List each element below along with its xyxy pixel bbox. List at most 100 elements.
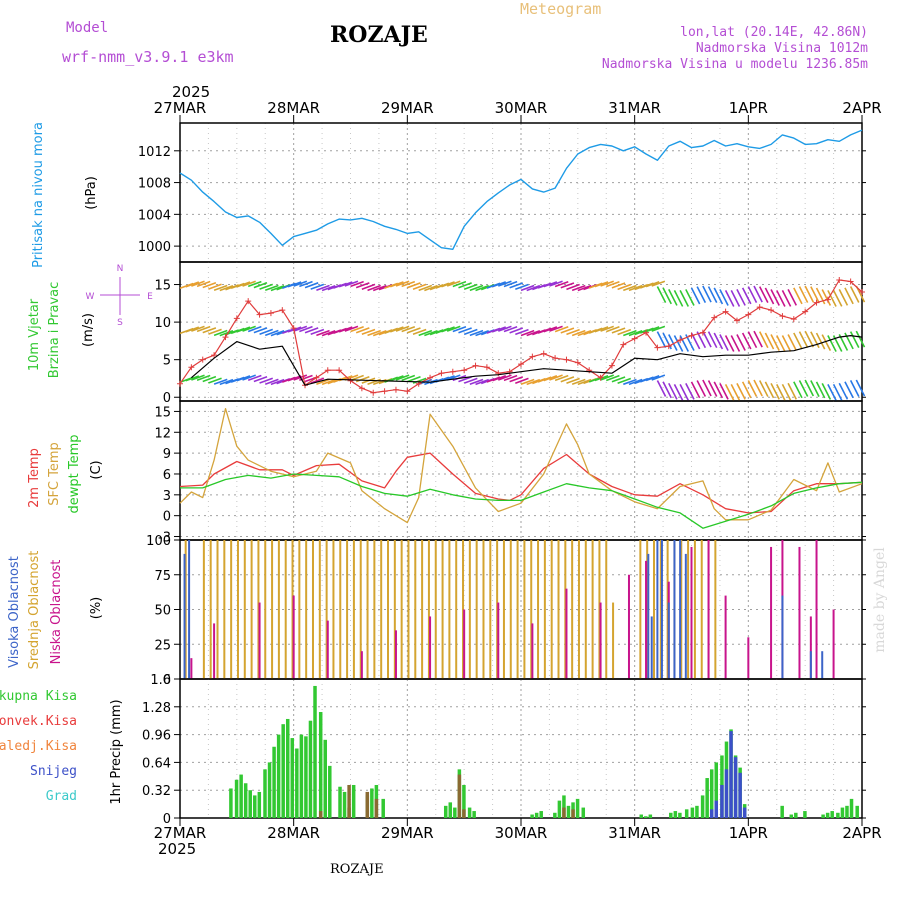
- precip-bar: [581, 807, 586, 818]
- precip-bar: [803, 811, 807, 818]
- precip-bar: [690, 807, 695, 818]
- wind-speed-marker: [608, 362, 615, 369]
- cloud-bar: [326, 620, 329, 679]
- sfc-temp-title: SFC Temp: [47, 442, 62, 506]
- footer-title: ROZAJE: [330, 862, 384, 877]
- cloud-bar: [693, 540, 696, 679]
- cloud-bar: [564, 540, 567, 679]
- wind-barb: [497, 325, 512, 332]
- wind-barb: [441, 281, 455, 288]
- precip-bar: [709, 809, 714, 818]
- precip-bar: [248, 790, 252, 818]
- cloud-bar: [543, 540, 546, 679]
- cloud-bar: [770, 546, 773, 679]
- wind-barb: [253, 327, 268, 334]
- wind-barb: [492, 326, 507, 333]
- wind-barb: [747, 286, 758, 303]
- wind-barb: [713, 332, 724, 350]
- wind-speed-marker: [358, 385, 365, 392]
- wind-speed-marker: [518, 361, 524, 368]
- wind-barb: [361, 328, 376, 336]
- wind-barb: [651, 325, 666, 332]
- wind-barb: [855, 379, 866, 397]
- wind-speed-marker: [370, 389, 377, 396]
- wind-barb: [577, 329, 592, 337]
- cloud-bar: [673, 540, 676, 679]
- precip-bar: [243, 783, 248, 818]
- wind-barb: [821, 383, 832, 400]
- cloud-bar: [434, 540, 437, 679]
- wind-barb: [452, 280, 467, 288]
- wind-barb: [662, 287, 672, 305]
- precip-bar: [295, 748, 299, 818]
- top-xtick-label: 30MAR: [495, 99, 548, 117]
- wind-barb: [560, 376, 575, 383]
- wind-barb: [605, 374, 620, 382]
- bottom-xtick-label: 30MAR: [495, 824, 548, 842]
- precip-bar: [729, 731, 733, 818]
- wind-barb: [390, 281, 404, 288]
- wind-barb: [753, 285, 763, 303]
- wind-barb: [741, 287, 752, 305]
- bottom-xtick-label: 2APR: [842, 824, 881, 842]
- wind-gust-line: [191, 335, 863, 386]
- temperature-ytick-label: 15: [154, 405, 171, 420]
- wind-barb: [719, 334, 729, 351]
- wind-barb: [810, 380, 820, 397]
- wind-barb: [827, 383, 837, 401]
- wind-barb: [673, 335, 684, 352]
- wind-barb: [458, 327, 472, 334]
- wind-barb: [520, 284, 535, 292]
- wind-barb: [264, 378, 279, 385]
- precip-bar: [448, 802, 453, 818]
- wind-barb: [804, 379, 815, 397]
- wind-speed-marker: [336, 367, 343, 374]
- wind-barb: [736, 334, 746, 351]
- temperature-ytick-label: 6: [163, 468, 171, 483]
- pressure-ytick-label: 1000: [138, 240, 171, 255]
- cloud-bar: [258, 602, 261, 679]
- precip-bar: [714, 800, 719, 818]
- wind-barb: [600, 374, 614, 381]
- pressure-line: [179, 129, 863, 251]
- wind-barb: [407, 282, 421, 289]
- precip-bar: [285, 718, 290, 818]
- high-cloud-title: Visoka Oblacnost: [7, 556, 22, 668]
- wind-barb: [730, 290, 741, 307]
- wind-speed-marker: [768, 307, 775, 314]
- wind-speed-marker: [472, 362, 479, 369]
- wind-barb: [321, 330, 336, 337]
- wind-barb: [617, 328, 632, 336]
- precip-ytick-label: 1.6: [150, 673, 171, 688]
- precip-bar: [836, 812, 840, 818]
- precip-bar: [308, 720, 313, 818]
- wind-barb: [605, 326, 620, 333]
- wind-speed-marker: [631, 335, 638, 342]
- wind-speed-marker: [483, 364, 490, 371]
- wind-barb: [832, 383, 843, 401]
- wind-barb: [741, 332, 752, 350]
- precip-snijeg-bars: [709, 731, 747, 818]
- cloud-bar: [584, 540, 587, 679]
- wind-barb: [469, 378, 484, 386]
- wind-barb: [293, 325, 308, 332]
- precip-bar: [267, 762, 272, 818]
- top-xtick-label: 28MAR: [267, 99, 320, 117]
- precip-bar: [673, 811, 678, 818]
- pressure-ytick-label: 1012: [138, 145, 171, 160]
- wind-barb: [253, 375, 268, 383]
- precip-bar: [304, 736, 308, 818]
- wind-barb: [645, 374, 660, 382]
- wind-barb: [395, 280, 410, 287]
- bottom-xtick-label: 28MAR: [267, 824, 320, 842]
- wind-speed-marker: [449, 368, 456, 375]
- wind-barb: [458, 376, 472, 383]
- precip-bar: [669, 812, 673, 818]
- cloud-bar: [414, 540, 417, 679]
- precip-bar: [709, 769, 714, 818]
- precip-bar: [229, 788, 233, 818]
- wind-barb: [264, 284, 279, 292]
- cloud-bar: [482, 540, 485, 679]
- wind-speed-marker: [699, 329, 706, 336]
- wind-barb: [679, 383, 690, 401]
